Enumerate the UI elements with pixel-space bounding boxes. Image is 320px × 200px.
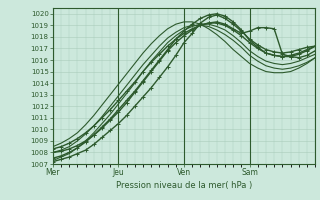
X-axis label: Pression niveau de la mer( hPa ): Pression niveau de la mer( hPa )	[116, 181, 252, 190]
